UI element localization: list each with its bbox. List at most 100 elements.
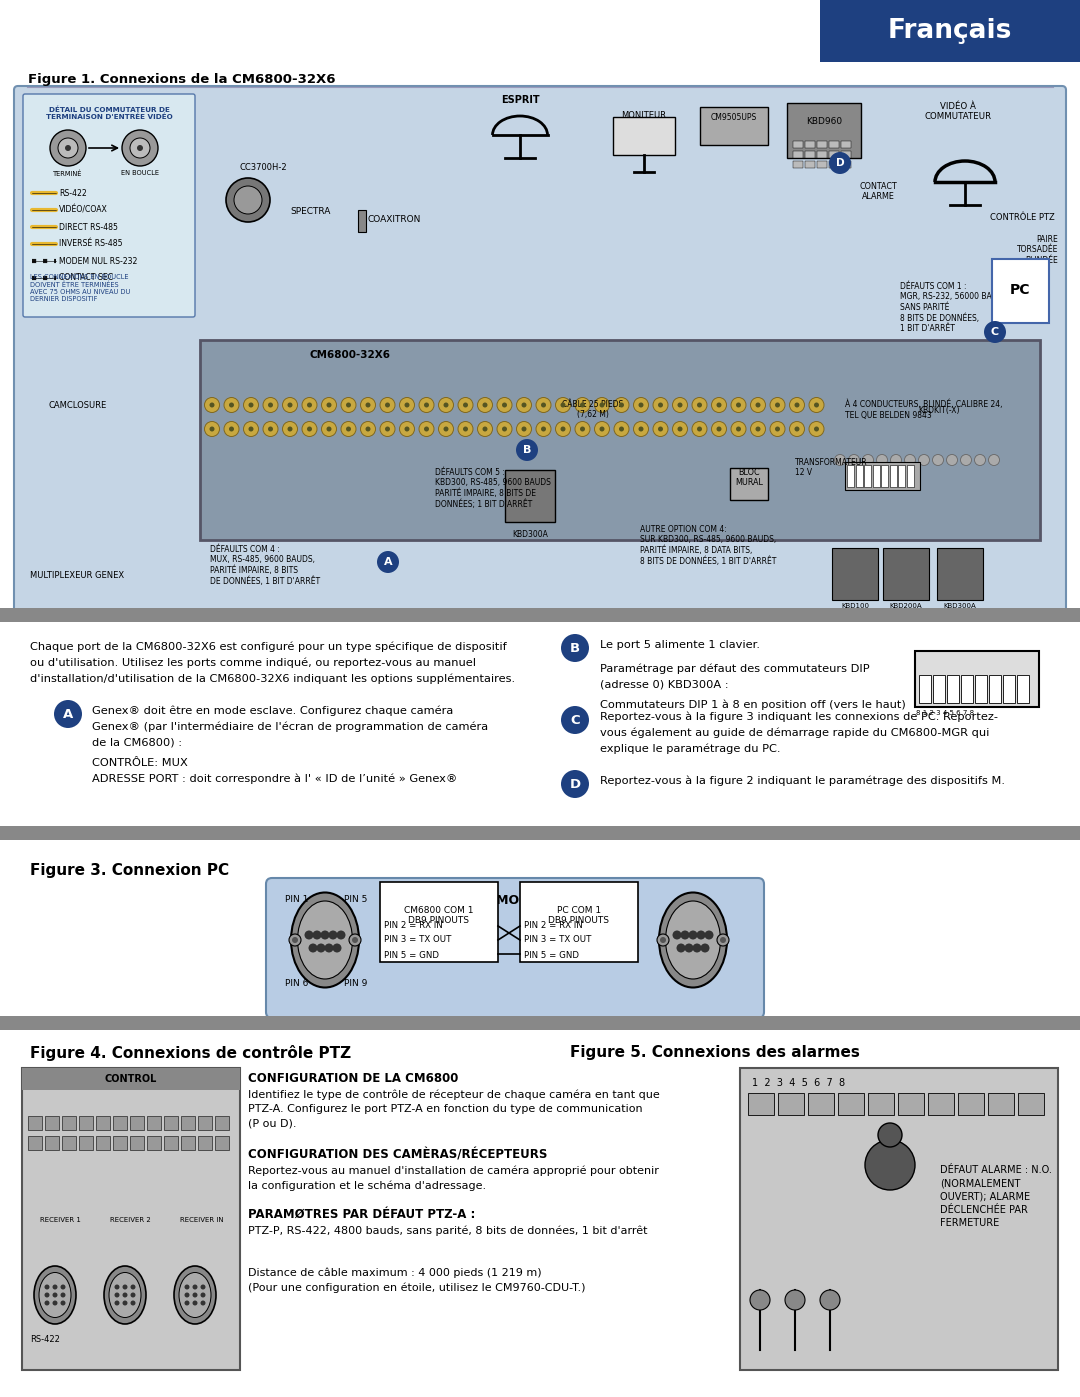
Bar xyxy=(820,0,1080,61)
Circle shape xyxy=(561,402,566,408)
Circle shape xyxy=(756,426,760,432)
Circle shape xyxy=(405,402,409,408)
Bar xyxy=(181,1136,195,1150)
Circle shape xyxy=(634,422,648,436)
Text: PIN 5 = GND: PIN 5 = GND xyxy=(384,950,438,960)
Circle shape xyxy=(114,1284,120,1289)
Text: Chaque port de la CM6800-32X6 est configuré pour un type spécifique de dispositi: Chaque port de la CM6800-32X6 est config… xyxy=(30,643,515,683)
Text: BLOC
MURAL: BLOC MURAL xyxy=(735,468,762,488)
Circle shape xyxy=(673,422,688,436)
Circle shape xyxy=(677,426,683,432)
Bar xyxy=(164,1116,178,1130)
Circle shape xyxy=(483,426,487,432)
Circle shape xyxy=(289,935,301,946)
Circle shape xyxy=(326,426,332,432)
Text: 1  2  3  4  5  6  7  8: 1 2 3 4 5 6 7 8 xyxy=(752,1078,846,1088)
Text: A: A xyxy=(63,707,73,721)
Text: Identifiez le type de contrôle de récepteur de chaque caméra en tant que
PTZ-A. : Identifiez le type de contrôle de récept… xyxy=(248,1090,660,1129)
Bar xyxy=(816,161,827,168)
Text: Paramétrage par défaut des commutateurs DIP
(adresse 0) KBD300A :: Paramétrage par défaut des commutateurs … xyxy=(600,664,869,689)
Bar xyxy=(778,1092,804,1115)
Circle shape xyxy=(384,426,390,432)
Circle shape xyxy=(789,398,805,412)
Ellipse shape xyxy=(39,1273,71,1317)
Bar xyxy=(933,675,945,703)
Bar xyxy=(793,141,804,148)
Ellipse shape xyxy=(659,893,727,988)
Circle shape xyxy=(770,422,785,436)
Circle shape xyxy=(735,426,741,432)
Circle shape xyxy=(751,422,766,436)
Text: PIN 5: PIN 5 xyxy=(345,895,367,904)
Circle shape xyxy=(561,705,589,733)
Circle shape xyxy=(735,402,741,408)
Circle shape xyxy=(516,398,531,412)
Text: PIN 1: PIN 1 xyxy=(285,895,309,904)
Text: Reportez-vous à la figure 3 indiquant les connexions de PC. Reportez-
vous égale: Reportez-vous à la figure 3 indiquant le… xyxy=(600,712,998,754)
Bar xyxy=(113,1116,127,1130)
Bar xyxy=(805,151,815,158)
Text: B: B xyxy=(570,641,580,655)
Circle shape xyxy=(58,138,78,158)
Bar xyxy=(845,462,920,490)
Circle shape xyxy=(974,454,986,465)
Circle shape xyxy=(444,402,448,408)
Bar xyxy=(937,548,983,599)
Circle shape xyxy=(400,422,415,436)
Circle shape xyxy=(463,426,468,432)
Circle shape xyxy=(44,1292,50,1298)
Circle shape xyxy=(575,398,590,412)
Circle shape xyxy=(891,454,902,465)
Circle shape xyxy=(444,426,448,432)
Bar xyxy=(841,151,851,158)
Circle shape xyxy=(775,426,780,432)
Circle shape xyxy=(689,930,698,940)
Text: CÂBLE MODEM NUL: CÂBLE MODEM NUL xyxy=(447,894,583,907)
Bar xyxy=(1018,1092,1044,1115)
Circle shape xyxy=(53,1292,57,1298)
Bar xyxy=(829,151,839,158)
Bar xyxy=(847,465,854,488)
Circle shape xyxy=(361,398,376,412)
Bar xyxy=(832,548,878,599)
Circle shape xyxy=(346,402,351,408)
Text: B: B xyxy=(523,446,531,455)
Bar xyxy=(28,1136,42,1150)
Text: PC COM 1
DB9 PINOUTS: PC COM 1 DB9 PINOUTS xyxy=(549,907,609,925)
Bar xyxy=(113,1136,127,1150)
Circle shape xyxy=(316,943,325,953)
Text: KBD960: KBD960 xyxy=(806,117,842,127)
Text: C: C xyxy=(570,714,580,726)
Circle shape xyxy=(849,454,860,465)
Circle shape xyxy=(137,145,143,151)
Circle shape xyxy=(204,422,219,436)
Text: CM6800-32X6: CM6800-32X6 xyxy=(310,351,391,360)
Bar xyxy=(147,1136,161,1150)
Circle shape xyxy=(204,398,219,412)
Bar xyxy=(855,465,863,488)
Bar xyxy=(130,1136,144,1150)
Bar xyxy=(897,1092,924,1115)
Bar xyxy=(613,117,675,155)
Circle shape xyxy=(599,402,605,408)
Bar xyxy=(700,108,768,145)
Circle shape xyxy=(477,398,492,412)
Bar xyxy=(0,826,1080,840)
Circle shape xyxy=(44,1301,50,1306)
Circle shape xyxy=(809,422,824,436)
Circle shape xyxy=(400,398,415,412)
Circle shape xyxy=(463,402,468,408)
Text: PIN 5 = GND: PIN 5 = GND xyxy=(524,950,579,960)
Circle shape xyxy=(333,943,341,953)
Circle shape xyxy=(192,1292,198,1298)
Text: VIDÉO/COAX: VIDÉO/COAX xyxy=(59,205,108,215)
Bar xyxy=(897,465,905,488)
Circle shape xyxy=(384,402,390,408)
Circle shape xyxy=(361,422,376,436)
Text: A: A xyxy=(383,557,392,567)
Bar xyxy=(787,103,861,158)
Text: D: D xyxy=(836,158,845,168)
Bar xyxy=(45,1116,59,1130)
Circle shape xyxy=(638,402,644,408)
Circle shape xyxy=(658,402,663,408)
